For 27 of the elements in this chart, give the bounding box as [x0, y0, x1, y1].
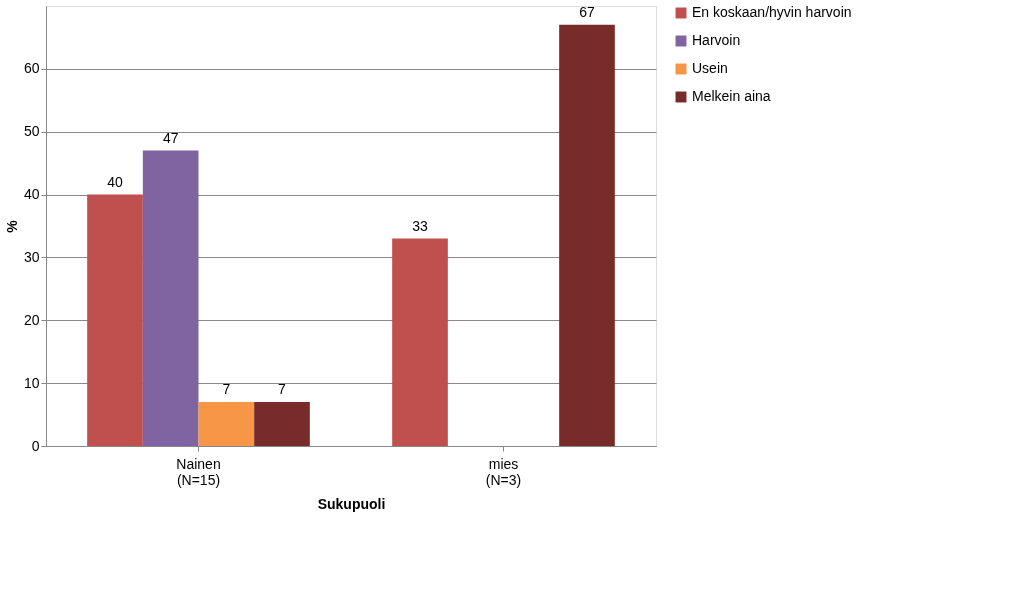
- data-label: 67: [579, 3, 595, 20]
- x-axis-title: Sukupuoli: [317, 495, 386, 512]
- y-tick-label: 10: [23, 374, 40, 391]
- legend-label: Melkein aina: [692, 88, 771, 104]
- bar: [87, 194, 143, 446]
- legend-label: Harvoin: [692, 32, 741, 48]
- y-tick-label: 50: [23, 123, 40, 140]
- legend-label: En koskaan/hyvin harvoin: [692, 4, 852, 20]
- bar: [254, 402, 310, 446]
- data-label: 7: [222, 381, 231, 397]
- data-label: 7: [278, 381, 287, 397]
- y-tick-label: 0: [31, 437, 40, 454]
- y-tick-label: 60: [23, 60, 40, 77]
- legend-label: Usein: [692, 60, 728, 76]
- bar: [559, 24, 615, 446]
- y-tick-label: 40: [23, 186, 40, 203]
- data-label: 40: [107, 173, 123, 190]
- x-tick-label: Nainen (N=15): [176, 455, 221, 488]
- data-label: 33: [412, 217, 428, 234]
- data-label: 47: [162, 129, 179, 146]
- bar: [392, 238, 448, 446]
- bar: [142, 150, 199, 446]
- bar: [198, 402, 255, 446]
- y-tick-label: 20: [23, 311, 40, 328]
- x-tick-label: mies (N=3): [485, 455, 522, 488]
- y-axis-title: %: [3, 219, 20, 233]
- y-tick-label: 30: [23, 248, 40, 265]
